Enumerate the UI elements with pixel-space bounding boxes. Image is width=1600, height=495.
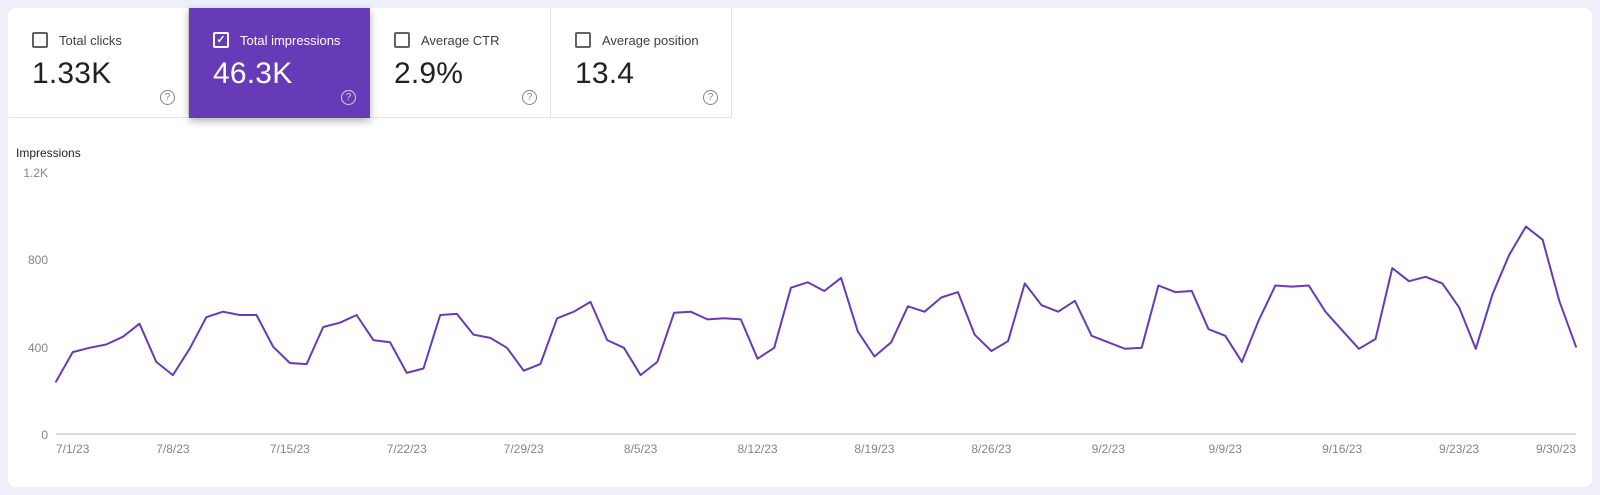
y-axis-tick: 1.2K — [23, 166, 48, 180]
help-icon[interactable] — [341, 90, 356, 105]
x-axis-tick: 7/8/23 — [156, 442, 190, 456]
metric-cards-row: Total clicks 1.33K Total impressions 46.… — [8, 8, 1592, 118]
metric-card-header: Total clicks — [32, 32, 188, 48]
metric-label: Total clicks — [59, 32, 122, 48]
metric-value: 1.33K — [32, 57, 112, 90]
help-icon[interactable] — [160, 90, 175, 105]
metric-label: Average CTR — [421, 32, 500, 48]
total-impressions-checkbox-icon[interactable] — [213, 32, 229, 48]
metric-card-total-impressions[interactable]: Total impressions 46.3K — [189, 8, 370, 118]
x-axis-tick: 9/30/23 — [1535, 442, 1576, 456]
metric-card-header: Average position — [575, 32, 731, 48]
x-axis-labels: 7/1/23 7/8/23 7/15/23 7/22/23 7/29/23 8/5/23 8… — [56, 442, 1576, 458]
x-axis-tick: 7/1/23 — [56, 442, 90, 456]
x-axis-tick: 9/2/23 — [1091, 442, 1125, 456]
impressions-line-chart[interactable] — [56, 172, 1576, 435]
metric-value: 46.3K — [213, 57, 293, 90]
x-axis-tick: 7/15/23 — [269, 442, 310, 456]
x-axis-tick: 8/12/23 — [737, 442, 778, 456]
total-clicks-checkbox-icon[interactable] — [32, 32, 48, 48]
x-axis-line — [56, 433, 1576, 435]
metric-card-average-position[interactable]: Average position 13.4 — [551, 8, 732, 118]
y-axis-tick: 0 — [41, 428, 48, 442]
x-axis-tick: 9/16/23 — [1322, 442, 1363, 456]
chart-title: Impressions — [16, 146, 81, 160]
x-axis-tick: 8/19/23 — [854, 442, 895, 456]
average-ctr-checkbox-icon[interactable] — [394, 32, 410, 48]
metric-label: Average position — [602, 32, 699, 48]
x-axis-tick: 8/26/23 — [971, 442, 1012, 456]
metric-card-average-ctr[interactable]: Average CTR 2.9% — [370, 8, 551, 118]
y-axis-tick: 400 — [27, 340, 48, 355]
help-icon[interactable] — [703, 90, 718, 105]
y-axis-labels: 0 400 800 1.2K — [8, 166, 56, 442]
help-icon[interactable] — [522, 90, 537, 105]
line-series — [56, 172, 1576, 434]
metric-card-header: Average CTR — [394, 32, 550, 48]
metric-value: 2.9% — [394, 57, 464, 90]
performance-panel: Total clicks 1.33K Total impressions 46.… — [8, 8, 1592, 487]
metric-card-header: Total impressions — [213, 32, 369, 48]
average-position-checkbox-icon[interactable] — [575, 32, 591, 48]
x-axis-tick: 7/22/23 — [386, 442, 427, 456]
y-axis-tick: 800 — [27, 253, 48, 268]
x-axis-tick: 9/9/23 — [1208, 442, 1242, 456]
x-axis-tick: 9/23/23 — [1439, 442, 1480, 456]
chart-body: 0 400 800 1.2K — [8, 166, 1592, 442]
x-axis-tick: 7/29/23 — [503, 442, 544, 456]
x-axis-tick: 8/5/23 — [623, 442, 658, 456]
metric-card-total-clicks[interactable]: Total clicks 1.33K — [8, 8, 189, 118]
metric-label: Total impressions — [240, 32, 341, 48]
metric-value: 13.4 — [575, 57, 635, 90]
